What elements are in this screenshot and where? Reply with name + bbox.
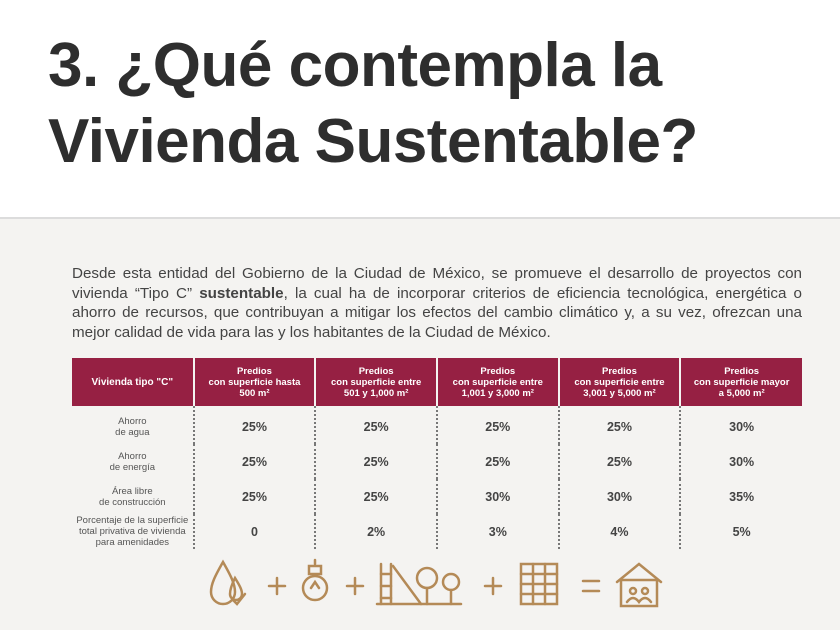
cell-value: 25% [435, 406, 559, 444]
table: Vivienda tipo "C" Predios con superficie h… [72, 358, 802, 549]
cell-value: 25% [314, 444, 437, 479]
row-label-text: Área libre [111, 485, 153, 497]
header-cell: Predios con superficie mayor a 5,000 m² [679, 358, 802, 406]
table-row: Porcentaje de la superficie total privati… [72, 514, 802, 549]
cell-value: 0 [192, 514, 316, 549]
cell-value: 25% [192, 479, 316, 514]
cell-value: 3% [435, 514, 559, 549]
cell-value: 25% [192, 444, 316, 479]
title-line: 3. ¿Qué contempla la [48, 31, 662, 100]
water-icon [209, 559, 247, 606]
header-cell: Predios con superficie entre 1,001 y 3,000… [435, 358, 559, 406]
header-text: 3,001 y 5,000 m² [583, 387, 656, 399]
intro-bold: sustentable [199, 284, 284, 302]
cell-value: 30% [557, 479, 681, 514]
title: 3. ¿Qué contempla la Vivienda Sustentable… [48, 28, 698, 180]
table-row: Ahorro de agua 25% 25% 25% 25% 30% [72, 406, 802, 444]
header-text: Predios [358, 365, 394, 377]
header-text: con superficie hasta [208, 376, 301, 388]
cell-value: 25% [192, 406, 316, 444]
intro-paragraph: Desde esta entidad del Gobierno de la Ci… [72, 264, 802, 342]
row-label-text: Ahorro [118, 415, 147, 427]
header-cell: Vivienda tipo "C" [72, 358, 194, 406]
row-label-text: total privativa de vivienda [78, 526, 186, 537]
home-icon [615, 562, 663, 608]
row-label-text: de construcción [99, 496, 166, 508]
cell-value: 30% [679, 444, 802, 479]
row-label: Ahorro de agua [72, 406, 194, 444]
row-label: Porcentaje de la superficie total privati… [72, 514, 194, 549]
header-cell: Predios con superficie entre 3,001 y 5,000… [557, 358, 681, 406]
row-label: Ahorro de energía [72, 444, 194, 479]
plus-sign [345, 576, 365, 596]
table-row: Área libre de construcción 25% 25% 30% 30% 35% [72, 479, 802, 514]
header-row: Vivienda tipo "C" Predios con superficie h… [72, 358, 802, 406]
building-icon [519, 562, 559, 606]
bulb-icon [301, 558, 329, 602]
header-text: Predios [724, 365, 760, 377]
header-text: con superficie entre [331, 376, 422, 388]
header-text: 501 y 1,000 m² [343, 387, 409, 399]
header-text: con superficie entre [574, 376, 665, 388]
plus-sign [483, 576, 503, 596]
cell-value: 2% [314, 514, 437, 549]
row-label-text: para amenidades [95, 537, 170, 548]
cell-value: 25% [557, 444, 681, 479]
divider [0, 217, 840, 219]
green-area-icon [375, 562, 463, 606]
header-cell: Predios con superficie entre 501 y 1,000 m… [314, 358, 437, 406]
cell-value: 5% [679, 514, 802, 549]
row-label: Área libre de construcción [72, 479, 194, 514]
header-text: 1,001 y 3,000 m² [461, 387, 534, 399]
plus-sign [267, 576, 287, 596]
cell-value: 25% [314, 406, 437, 444]
cell-value: 35% [679, 479, 802, 514]
row-label-text: Ahorro [118, 450, 147, 462]
icons [209, 558, 663, 608]
table-row: Ahorro de energía 25% 25% 25% 25% 30% [72, 444, 802, 479]
header-text: 500 m² [239, 387, 270, 399]
intro-text: , la cual ha de incorporar criterios de … [72, 284, 802, 341]
header-text: con superficie entre [452, 376, 543, 388]
cell-value: 30% [679, 406, 802, 444]
row-label-text: Porcentaje de la superficie [76, 515, 189, 526]
header-cell: Predios con superficie hasta 500 m² [192, 358, 316, 406]
cell-value: 25% [435, 444, 559, 479]
header-text: Predios [480, 365, 516, 377]
row-label-text: de agua [115, 426, 150, 438]
intro-text: Desde esta entidad del Gobierno de la Ci… [72, 265, 802, 302]
equals-sign [581, 579, 601, 593]
cell-value: 25% [314, 479, 437, 514]
header-text: Predios [602, 365, 637, 377]
cell-value: 25% [557, 406, 681, 444]
row-label-text: de energía [109, 461, 156, 473]
cell-value: 4% [557, 514, 681, 549]
table-body: Ahorro de agua 25% 25% 25% 25% 30% Ahorro de ene… [72, 406, 802, 549]
title-line: Vivienda Sustentable? [48, 107, 698, 176]
header-text: a 5,000 m² [718, 387, 765, 399]
header-text: Predios [237, 365, 272, 377]
header-text: con superficie mayor [693, 376, 790, 388]
header-text: Vivienda tipo "C" [91, 376, 174, 388]
cell-value: 30% [435, 479, 559, 514]
